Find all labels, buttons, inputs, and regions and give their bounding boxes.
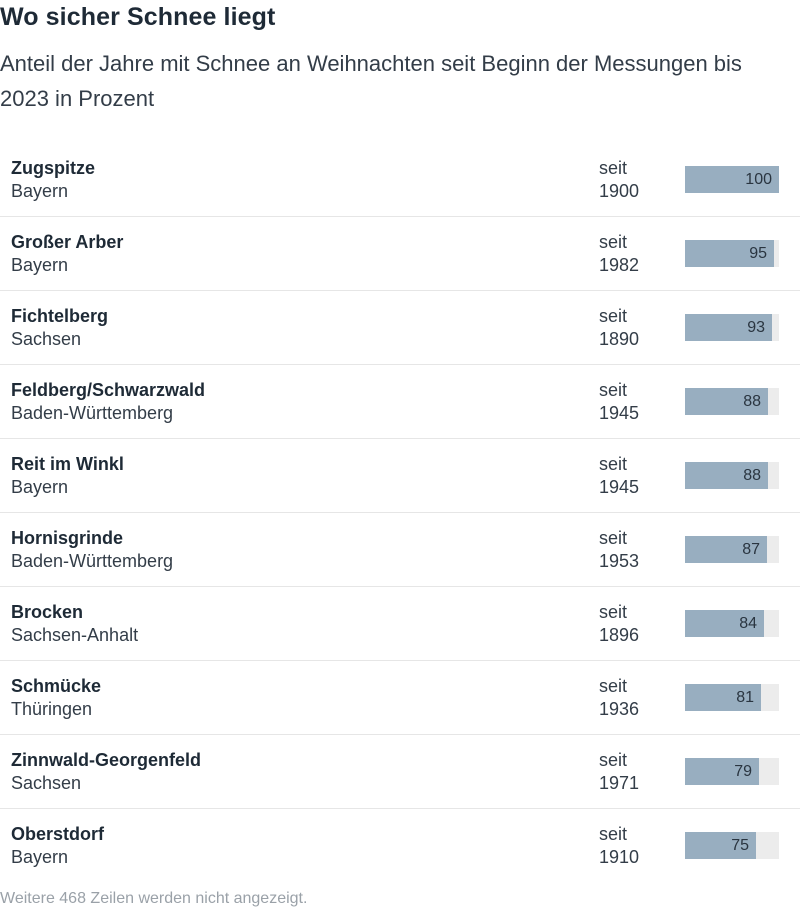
since-label: seit xyxy=(599,306,628,326)
table-row: Oberstdorf Bayern seit 1910 75 xyxy=(0,809,800,882)
state-name: Baden-Württemberg xyxy=(11,403,174,423)
bar-track: 79 xyxy=(685,758,779,785)
bar-fill xyxy=(685,240,774,267)
table-row: Feldberg/Schwarzwald Baden-Württemberg sei… xyxy=(0,365,800,439)
bar-track: 95 xyxy=(685,240,779,267)
since-label: seit xyxy=(599,676,628,696)
since-label: seit xyxy=(599,232,628,252)
bar-fill xyxy=(685,758,759,785)
table-row: Zinnwald-Georgenfeld Sachsen seit 1971 79 xyxy=(0,735,800,809)
table-row: Hornisgrinde Baden-Württemberg seit 1953 87 xyxy=(0,513,800,587)
bar-track: 84 xyxy=(685,610,779,637)
since-label: seit xyxy=(599,380,628,400)
bar-fill xyxy=(685,166,779,193)
bar-fill xyxy=(685,314,772,341)
bar-value-label: 88 xyxy=(743,467,761,484)
state-name: Thüringen xyxy=(11,699,93,719)
table-row: Reit im Winkl Bayern seit 1945 88 xyxy=(0,439,800,513)
bar-track: 75 xyxy=(685,832,779,859)
station-name: Reit im Winkl xyxy=(11,454,124,474)
state-name: Sachsen xyxy=(11,329,82,349)
since-year: 1953 xyxy=(599,551,640,571)
state-name: Bayern xyxy=(11,255,69,275)
since-year: 1945 xyxy=(599,403,640,423)
station-name: Hornisgrinde xyxy=(11,528,124,548)
table-row: Brocken Sachsen-Anhalt seit 1896 84 xyxy=(0,587,800,661)
since-year: 1890 xyxy=(599,329,640,349)
table-row: Großer Arber Bayern seit 1982 95 xyxy=(0,217,800,291)
state-name: Sachsen xyxy=(11,773,82,793)
state-name: Bayern xyxy=(11,181,69,201)
state-name: Baden-Württemberg xyxy=(11,551,174,571)
station-name: Schmücke xyxy=(11,676,102,696)
since-label: seit xyxy=(599,158,628,178)
chart-title: Wo sicher Schnee liegt xyxy=(0,3,276,31)
bar-value-label: 79 xyxy=(734,763,752,780)
bar-fill xyxy=(685,610,764,637)
station-name: Feldberg/Schwarzwald xyxy=(11,380,206,400)
bar-fill xyxy=(685,388,768,415)
station-name: Großer Arber xyxy=(11,232,124,252)
bar-value-label: 81 xyxy=(736,689,754,706)
since-year: 1896 xyxy=(599,625,640,645)
bar-track: 81 xyxy=(685,684,779,711)
since-label: seit xyxy=(599,824,628,844)
bar-value-label: 87 xyxy=(742,541,760,558)
state-name: Bayern xyxy=(11,847,69,867)
since-label: seit xyxy=(599,528,628,548)
bar-value-label: 93 xyxy=(747,319,765,336)
bar-track: 88 xyxy=(685,462,779,489)
bar-value-label: 100 xyxy=(745,171,772,188)
bar-track: 88 xyxy=(685,388,779,415)
data-table: Zugspitze Bayern seit 1900 100 Großer Arber Ba… xyxy=(0,143,800,882)
station-name: Zinnwald-Georgenfeld xyxy=(11,750,202,770)
bar-value-label: 75 xyxy=(731,837,749,854)
since-year: 1900 xyxy=(599,181,640,201)
state-name: Bayern xyxy=(11,477,69,497)
bar-value-label: 84 xyxy=(739,615,757,632)
station-name: Brocken xyxy=(11,602,84,622)
since-label: seit xyxy=(599,454,628,474)
bar-value-label: 88 xyxy=(743,393,761,410)
bar-value-label: 95 xyxy=(749,245,767,262)
state-name: Sachsen-Anhalt xyxy=(11,625,139,645)
since-year: 1971 xyxy=(599,773,640,793)
since-year: 1945 xyxy=(599,477,640,497)
since-year: 1910 xyxy=(599,847,640,867)
since-label: seit xyxy=(599,750,628,770)
table-footer-note: Weitere 468 Zeilen werden nicht angezeig… xyxy=(0,890,308,907)
bar-fill xyxy=(685,684,761,711)
bar-track: 93 xyxy=(685,314,779,341)
table-row: Schmücke Thüringen seit 1936 81 xyxy=(0,661,800,735)
bar-fill xyxy=(685,462,768,489)
table-row: Zugspitze Bayern seit 1900 100 xyxy=(0,143,800,217)
station-name: Oberstdorf xyxy=(11,824,105,844)
chart-subtitle: Anteil der Jahre mit Schnee an Weihnacht… xyxy=(0,51,742,111)
since-year: 1936 xyxy=(599,699,640,719)
bar-fill xyxy=(685,536,767,563)
station-name: Zugspitze xyxy=(11,158,95,178)
bar-fill xyxy=(685,832,756,859)
since-year: 1982 xyxy=(599,255,640,275)
table-row: Fichtelberg Sachsen seit 1890 93 xyxy=(0,291,800,365)
bar-track: 100 xyxy=(685,166,779,193)
bar-track: 87 xyxy=(685,536,779,563)
since-label: seit xyxy=(599,602,628,622)
station-name: Fichtelberg xyxy=(11,306,109,326)
